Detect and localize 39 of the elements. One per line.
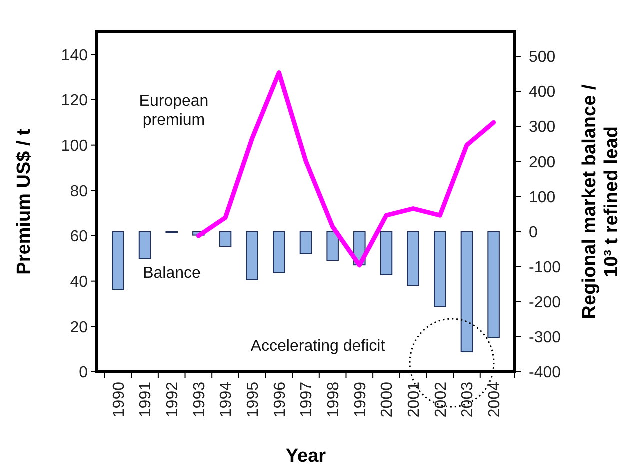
- x-tick-label: 1990: [110, 382, 128, 418]
- y2-tick-label: -400: [529, 364, 562, 382]
- annotation: Balance: [143, 265, 202, 282]
- y-tick-label: 60: [70, 228, 88, 246]
- y2-tick-label: 0: [529, 224, 538, 242]
- y-tick-label: 120: [61, 92, 88, 110]
- y2-tick-label: -200: [529, 294, 562, 312]
- x-tick-label: 1995: [244, 382, 262, 418]
- y2-tick-label: -100: [529, 259, 562, 276]
- x-tick-label: 1993: [191, 382, 208, 418]
- y-tick-label: 140: [61, 47, 88, 64]
- x-tick-label: 2000: [379, 382, 396, 418]
- x-tick-label: 2001: [406, 382, 423, 418]
- x-tick-label: 1992: [164, 382, 182, 418]
- x-tick-label: 1997: [298, 382, 316, 418]
- y2-tick-label: -300: [529, 330, 562, 347]
- y-tick-label: 20: [70, 319, 88, 336]
- y-tick-label: 40: [70, 274, 88, 291]
- annotation: European premium: [139, 93, 209, 130]
- y2-tick-label: 200: [529, 154, 556, 172]
- y-tick-label: 100: [61, 138, 88, 155]
- y-axis-title: Premium US$ / t: [14, 128, 35, 275]
- x-tick-label: 1991: [138, 382, 155, 418]
- x-tick-label: 2002: [432, 382, 450, 418]
- x-tick-label: 1999: [352, 382, 370, 418]
- x-tick-label: 1994: [218, 382, 236, 418]
- y2-tick-label: 100: [529, 189, 556, 206]
- y2-tick-label: 400: [529, 84, 556, 102]
- y-tick-label: 80: [70, 183, 88, 200]
- y2-axis-title: Regional market balance / 10³ t refined lead: [580, 84, 622, 320]
- x-tick-label: 1996: [272, 382, 289, 418]
- y-tick-label: 0: [79, 364, 88, 382]
- x-axis-title: Year: [286, 446, 327, 467]
- x-tick-label: 2004: [486, 382, 504, 418]
- x-tick-label: 2003: [460, 382, 477, 418]
- y2-tick-label: 300: [529, 119, 556, 136]
- x-tick-label: 1998: [325, 382, 342, 418]
- annotation: Accelerating deficit: [250, 338, 386, 355]
- y2-tick-label: 500: [529, 49, 556, 66]
